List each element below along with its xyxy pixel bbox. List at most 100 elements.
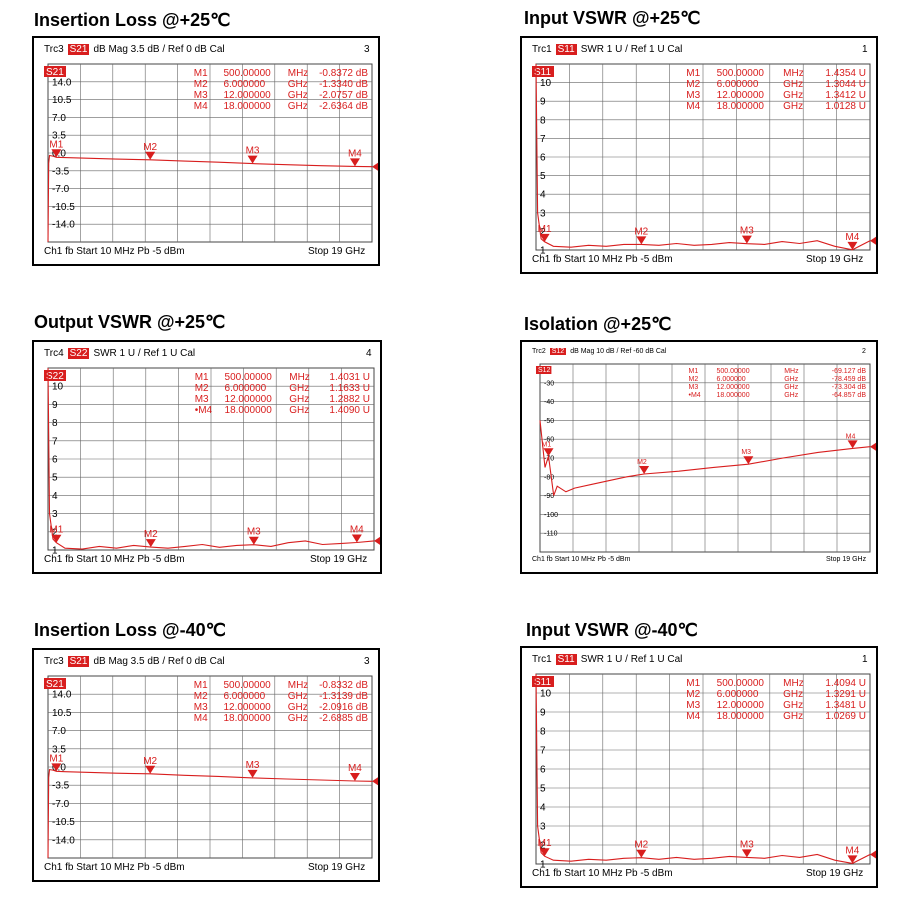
marker-unit: GHz [288,90,308,101]
trace-id: Trc3 [44,44,64,55]
y-tick-label: 7 [540,134,546,145]
param-label: S11 [534,677,551,688]
param-label: S21 [46,679,64,690]
marker-triangle [145,539,156,548]
y-tick-label: 7 [540,746,546,757]
y-tick-label: -14.0 [52,220,75,231]
sweep-settings: Ch1 fb Start 10 MHz Pb -5 dBm [532,868,673,879]
reference-arrow [372,162,378,171]
marker-triangle [248,536,259,545]
marker-name: M3 [195,394,209,405]
y-tick-label: 9 [52,400,58,411]
plot-area: 10 9 8 7 6 5 4 3 2 1 S11 M1 500.00000 MHz 1.4354 U M2 6.… [532,63,876,257]
marker-value: 1.2882 U [329,394,370,405]
trace-index: 2 [862,348,866,355]
chart-panel: Trc3 S21 dB Mag 3.5 dB / Ref 0 dB Cal 3 Ch1 … [32,648,380,882]
trace-index: 3 [364,44,370,55]
y-tick-label: 9 [540,97,546,108]
marker-unit: GHz [783,79,803,90]
param-tag: S21 [67,44,90,55]
marker-frequency: 12.000000 [225,394,273,405]
marker-triangle [51,149,62,158]
param-tag: S12 [549,348,567,355]
y-tick-label: 5 [540,171,546,182]
plot-area: 10 9 8 7 6 5 4 3 2 1 S22 M1 500.00000 MHz 1.4031 U M2 6.… [44,367,380,557]
param-box [44,678,66,689]
marker-frequency: 500.00000 [717,68,765,79]
marker-value: -2.6364 dB [319,101,368,112]
y-tick-label: 0.0 [52,149,66,160]
marker-frequency: 12.000000 [223,702,271,713]
y-tick-label: 4 [52,491,58,502]
y-tick-label: -14.0 [52,835,75,846]
y-tick-label: 1 [52,546,58,557]
marker-triangle [247,155,258,164]
param-label: S22 [46,371,64,382]
marker-value: 1.3412 U [825,90,866,101]
marker-frequency: 6.000000 [717,376,746,383]
marker-frequency: 12.000000 [717,90,765,101]
marker-unit: GHz [288,101,308,112]
param-label: S21 [46,67,64,78]
marker-label: M4 [845,232,859,243]
y-tick-label: 1 [540,860,546,871]
marker-triangle [847,241,858,250]
marker-value: -0.8372 dB [319,68,368,79]
marker-unit: MHz [784,368,799,375]
marker-name: •M4 [195,405,213,416]
param-label: S12 [538,367,551,374]
marker-name: M3 [689,384,699,391]
scale-ref: dB Mag 3.5 dB / Ref 0 dB Cal [93,656,225,667]
y-tick-label: -80 [544,474,554,481]
y-tick-label: -40 [544,399,554,406]
marker-name: M2 [194,691,208,702]
stop-frequency: Stop 19 GHz [308,246,366,257]
series-line [535,673,871,864]
marker-unit: GHz [288,691,308,702]
y-tick-label: -90 [544,493,554,500]
reference-arrow [372,777,378,786]
trace-index: 1 [862,44,868,55]
y-tick-label: 10.5 [52,95,72,106]
y-tick-label: -110 [544,531,558,538]
sweep-settings: Ch1 fb Start 10 MHz Pb -5 dBm [532,556,631,563]
param-tag: S22 [67,348,90,359]
marker-value: -1.3139 dB [319,691,368,702]
scale-ref: dB Mag 10 dB / Ref -60 dB Cal [570,348,667,355]
scale-ref: SWR 1 U / Ref 1 U Cal [580,654,683,665]
plot-area: 10 9 8 7 6 5 4 3 2 1 S11 M1 500.00000 MHz 1.4094 U M2 6.… [532,673,876,871]
y-tick-label: 8 [540,115,546,126]
trace-header: Trc1 S11 SWR 1 U / Ref 1 U Cal 1 [532,654,868,665]
scale-ref: dB Mag 3.5 dB / Ref 0 dB Cal [93,44,225,55]
marker-unit: GHz [784,384,799,391]
chart-panel: Trc2 S12 dB Mag 10 dB / Ref -60 dB Cal 2 Ch1… [520,340,878,574]
marker-name: M1 [686,678,700,689]
param-tag: S11 [555,654,577,665]
marker-triangle [639,465,650,474]
chart-panel: Trc1 S11 SWR 1 U / Ref 1 U Cal 1 Ch1 fb Star… [520,36,878,274]
marker-unit: GHz [783,700,803,711]
marker-label: M1 [49,525,63,536]
trace-header: Trc3 S21 dB Mag 3.5 dB / Ref 0 dB Cal 3 [44,44,370,55]
marker-frequency: 18.000000 [223,101,271,112]
marker-label: M1 [538,224,552,235]
y-tick-label: -50 [544,418,554,425]
y-tick-label: 3 [52,509,58,520]
marker-triangle [349,772,360,781]
marker-value: -73.304 dB [832,384,867,391]
stop-frequency: Stop 19 GHz [806,868,864,879]
marker-value: -78.459 dB [832,376,867,383]
reference-arrow [374,536,380,545]
plot-area: 14.0 10.5 7.0 3.5 0.0 -3.5 -7.0 -10.5 -14.0 S21 M1… [44,675,378,859]
y-tick-label: 8 [52,418,58,429]
trace-header: Trc3 S21 dB Mag 3.5 dB / Ref 0 dB Cal 3 [44,656,370,667]
marker-unit: GHz [288,702,308,713]
chart-title: Isolation @+25℃ [524,314,672,334]
scale-ref: SWR 1 U / Ref 1 U Cal [580,44,683,55]
y-tick-label: -60 [544,437,554,444]
y-tick-label: 5 [540,784,546,795]
chart-title: Insertion Loss @-40℃ [34,620,226,640]
marker-name: M1 [686,68,700,79]
scale-ref: SWR 1 U / Ref 1 U Cal [93,348,196,359]
